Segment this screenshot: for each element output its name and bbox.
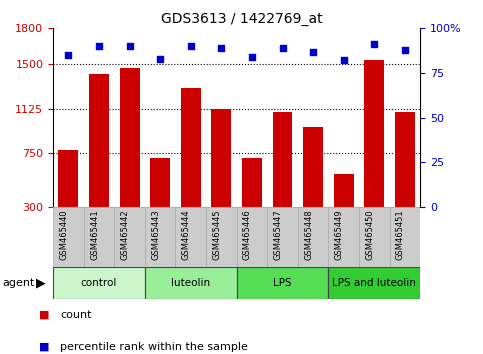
Text: GDS3613 / 1422769_at: GDS3613 / 1422769_at — [161, 12, 322, 27]
Bar — [84, 207, 114, 267]
Bar — [145, 267, 237, 299]
Point — [95, 44, 103, 49]
Bar — [175, 207, 206, 267]
Bar — [328, 207, 359, 267]
Bar — [334, 174, 354, 207]
Bar — [328, 267, 420, 299]
Bar — [58, 150, 78, 207]
Text: LPS and luteolin: LPS and luteolin — [332, 278, 416, 288]
Text: GSM465445: GSM465445 — [213, 209, 221, 259]
Bar — [150, 158, 170, 207]
Point — [187, 44, 195, 49]
Point — [401, 47, 409, 53]
Bar — [120, 68, 140, 207]
Bar — [181, 88, 201, 207]
Bar — [298, 207, 328, 267]
Text: GSM465444: GSM465444 — [182, 209, 191, 259]
Text: GSM465442: GSM465442 — [121, 209, 129, 259]
Text: GSM465447: GSM465447 — [273, 209, 283, 259]
Bar — [114, 207, 145, 267]
Text: GSM465446: GSM465446 — [243, 209, 252, 259]
Bar — [395, 112, 415, 207]
Bar — [242, 158, 262, 207]
Bar — [206, 207, 237, 267]
Text: percentile rank within the sample: percentile rank within the sample — [60, 342, 248, 352]
Point — [217, 45, 225, 51]
Text: ▶: ▶ — [36, 277, 46, 290]
Bar — [53, 267, 145, 299]
Text: GSM465441: GSM465441 — [90, 209, 99, 259]
Point — [340, 58, 348, 63]
Text: GSM465450: GSM465450 — [365, 209, 374, 259]
Text: GSM465448: GSM465448 — [304, 209, 313, 259]
Bar — [303, 127, 323, 207]
Point — [370, 41, 378, 47]
Point — [65, 52, 72, 58]
Text: count: count — [60, 310, 92, 320]
Bar — [359, 207, 390, 267]
Text: ■: ■ — [39, 342, 49, 352]
Text: agent: agent — [2, 278, 35, 288]
Text: ■: ■ — [39, 310, 49, 320]
Bar — [272, 112, 293, 207]
Bar — [237, 207, 267, 267]
Point — [248, 54, 256, 60]
Bar — [145, 207, 175, 267]
Point — [309, 49, 317, 55]
Bar — [237, 267, 328, 299]
Bar — [267, 207, 298, 267]
Bar — [212, 109, 231, 207]
Point — [126, 44, 133, 49]
Point — [156, 56, 164, 62]
Text: LPS: LPS — [273, 278, 292, 288]
Text: luteolin: luteolin — [171, 278, 211, 288]
Bar — [390, 207, 420, 267]
Text: GSM465443: GSM465443 — [151, 209, 160, 259]
Bar — [364, 61, 384, 207]
Text: GSM465451: GSM465451 — [396, 209, 405, 259]
Point — [279, 45, 286, 51]
Bar — [53, 207, 84, 267]
Text: control: control — [81, 278, 117, 288]
Text: GSM465449: GSM465449 — [335, 209, 344, 259]
Bar — [89, 74, 109, 207]
Text: GSM465440: GSM465440 — [59, 209, 69, 259]
